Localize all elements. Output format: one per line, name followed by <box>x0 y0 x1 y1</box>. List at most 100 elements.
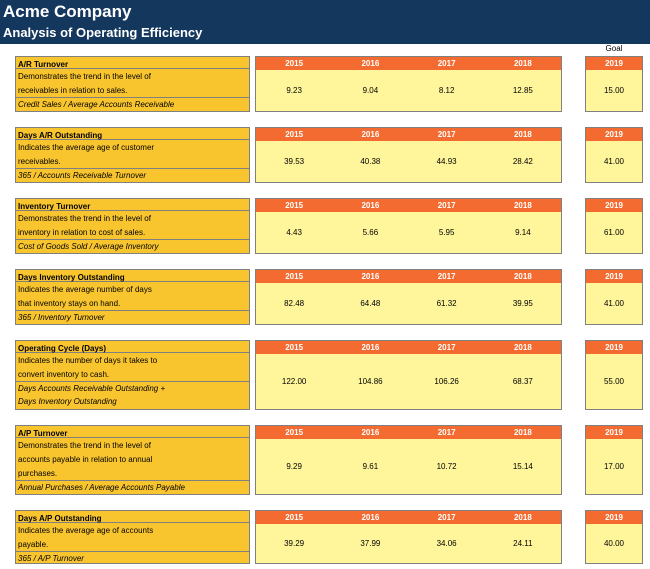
value-cell: 9.23 <box>286 86 302 95</box>
value-row: 9.23 9.04 8.12 12.85 <box>256 70 561 111</box>
value-cell: 8.12 <box>438 86 455 95</box>
value-cell: 68.37 <box>512 377 533 386</box>
year-header-row: 2015 2016 2017 2018 <box>256 57 561 70</box>
metric-title: Inventory Turnover <box>16 199 249 211</box>
metric-formula: Days Accounts Receivable Outstanding + <box>16 381 249 395</box>
year-header: 2016 <box>361 513 380 522</box>
year-header: 2015 <box>285 130 304 139</box>
metric-block: Inventory Turnover Demonstrates the trend… <box>0 198 650 254</box>
metric-description: A/R Turnover Demonstrates the trend in th… <box>15 56 250 112</box>
metric-description: Inventory Turnover Demonstrates the trend… <box>15 198 250 254</box>
metric-description-line: receivables in relation to sales. <box>18 86 128 95</box>
goal-value: 17.00 <box>603 462 625 471</box>
year-header: 2018 <box>513 513 532 522</box>
goal-value: 15.00 <box>603 86 625 95</box>
value-cell: 9.61 <box>362 462 379 471</box>
value-cell: 15.14 <box>512 462 533 471</box>
goal-label: Goal <box>605 44 623 53</box>
goal-value-row: 15.00 <box>586 70 642 111</box>
year-header-row: 2015 2016 2017 2018 <box>256 199 561 212</box>
values-table: 2015 2016 2017 2018 9.23 9.04 8.12 12.85 <box>255 56 562 112</box>
report-header: Acme Company Analysis of Operating Effic… <box>0 0 650 44</box>
goal-value: 40.00 <box>603 539 625 548</box>
metric-description-line: Demonstrates the trend in the level of <box>18 441 151 450</box>
year-header: 2018 <box>513 428 532 437</box>
value-cell: 28.42 <box>512 157 533 166</box>
goal-year-header: 2019 <box>586 426 642 439</box>
goal-box: 2019 17.00 <box>585 425 643 495</box>
goal-box: 2019 41.00 <box>585 269 643 325</box>
year-header: 2016 <box>361 343 380 352</box>
year-header-row: 2015 2016 2017 2018 <box>256 341 561 354</box>
value-cell: 64.48 <box>360 299 381 308</box>
metric-title: A/P Turnover <box>16 426 249 438</box>
goal-year-header: 2019 <box>586 57 642 70</box>
year-header: 2018 <box>513 343 532 352</box>
metric-description-line: Demonstrates the trend in the level of <box>18 72 151 81</box>
goal-value-row: 40.00 <box>586 524 642 563</box>
year-header: 2017 <box>437 513 456 522</box>
goal-box: 2019 41.00 <box>585 127 643 183</box>
value-cell: 12.85 <box>512 86 533 95</box>
goal-value-row: 17.00 <box>586 439 642 494</box>
metric-description-line: Indicates the number of days it takes to <box>18 356 158 365</box>
metric-description: A/P Turnover Demonstrates the trend in th… <box>15 425 250 495</box>
goal-year-header: 2019 <box>586 511 642 524</box>
goal-box: 2019 55.00 <box>585 340 643 410</box>
report-subtitle: Analysis of Operating Efficiency <box>3 25 203 40</box>
metric-block: Days A/R Outstanding Indicates the averag… <box>0 127 650 183</box>
metric-description-line: Indicates the average age of accounts <box>18 526 154 535</box>
goal-year-header: 2019 <box>586 199 642 212</box>
metric-title: A/R Turnover <box>16 57 249 69</box>
value-cell: 40.38 <box>360 157 381 166</box>
year-header: 2016 <box>361 130 380 139</box>
goal-year: 2019 <box>605 343 623 352</box>
metric-block: Operating Cycle (Days) Indicates the numb… <box>0 340 650 410</box>
metric-description-line: inventory in relation to cost of sales. <box>18 228 146 237</box>
goal-value-row: 41.00 <box>586 141 642 182</box>
year-header: 2017 <box>437 428 456 437</box>
metric-formula: Credit Sales / Average Accounts Receivab… <box>16 97 249 111</box>
goal-year: 2019 <box>605 428 623 437</box>
value-cell: 39.53 <box>284 157 305 166</box>
metric-block: A/R Turnover Demonstrates the trend in th… <box>0 56 650 112</box>
value-cell: 104.86 <box>358 377 383 386</box>
value-row: 82.48 64.48 61.32 39.95 <box>256 283 561 324</box>
goal-box: 2019 40.00 <box>585 510 643 564</box>
values-table: 2015 2016 2017 2018 9.29 9.61 10.72 15.14 <box>255 425 562 495</box>
year-header: 2016 <box>361 59 380 68</box>
metric-description: Days A/R Outstanding Indicates the averag… <box>15 127 250 183</box>
year-header-row: 2015 2016 2017 2018 <box>256 128 561 141</box>
year-header: 2017 <box>437 59 456 68</box>
metric-block: A/P Turnover Demonstrates the trend in th… <box>0 425 650 495</box>
year-header: 2015 <box>285 272 304 281</box>
year-header: 2016 <box>361 272 380 281</box>
value-row: 39.53 40.38 44.93 28.42 <box>256 141 561 182</box>
year-header: 2016 <box>361 201 380 210</box>
metric-block: Days A/P Outstanding Indicates the averag… <box>0 510 650 564</box>
value-cell: 106.26 <box>434 377 459 386</box>
metric-description-line: accounts payable in relation to annual <box>18 455 153 464</box>
values-table: 2015 2016 2017 2018 122.00 104.86 106.26 68.37 <box>255 340 562 410</box>
metric-description-line: Indicates the average number of days <box>18 285 152 294</box>
value-cell: 4.43 <box>286 228 302 237</box>
year-header: 2017 <box>437 343 456 352</box>
goal-value-row: 55.00 <box>586 354 642 409</box>
goal-box: 2019 15.00 <box>585 56 643 112</box>
year-header: 2018 <box>513 130 532 139</box>
metric-description-line: Indicates the average age of customer <box>18 143 155 152</box>
value-cell: 9.29 <box>286 462 302 471</box>
year-header: 2015 <box>285 513 304 522</box>
value-cell: 10.72 <box>436 462 457 471</box>
year-header: 2018 <box>513 59 532 68</box>
metric-description-line: Demonstrates the trend in the level of <box>18 214 151 223</box>
goal-value: 55.00 <box>603 377 625 386</box>
year-header: 2015 <box>285 59 304 68</box>
year-header: 2015 <box>285 201 304 210</box>
year-header: 2018 <box>513 272 532 281</box>
metric-description: Operating Cycle (Days) Indicates the numb… <box>15 340 250 410</box>
goal-box: 2019 61.00 <box>585 198 643 254</box>
values-table: 2015 2016 2017 2018 39.29 37.99 34.06 24.11 <box>255 510 562 564</box>
goal-year: 2019 <box>605 130 623 139</box>
metric-title: Operating Cycle (Days) <box>16 341 249 353</box>
